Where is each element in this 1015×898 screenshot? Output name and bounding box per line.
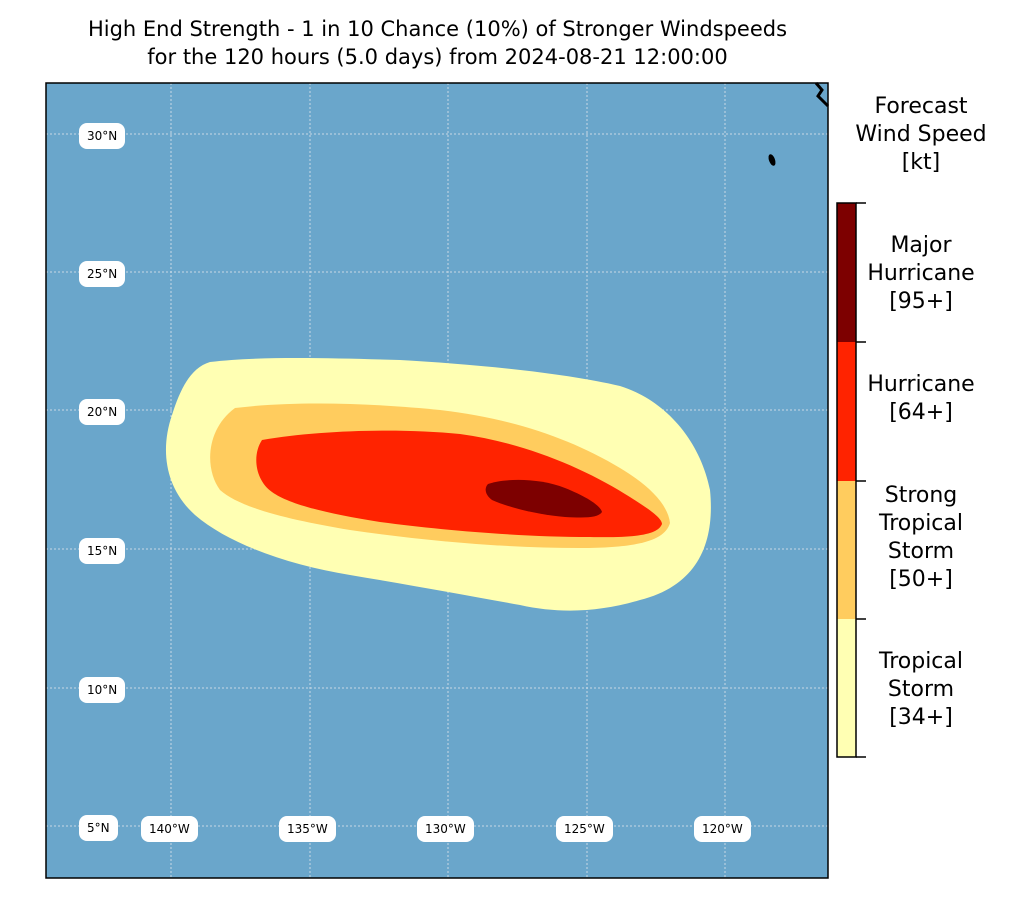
label-line: Major bbox=[890, 233, 952, 258]
label-line: Strong bbox=[884, 483, 958, 508]
colorbar-title: Forecast Wind Speed [kt] bbox=[836, 93, 1006, 177]
colorbar-frame bbox=[836, 202, 857, 758]
lat-label-20n: 20°N bbox=[80, 400, 125, 424]
lon-label-135w: 135°W bbox=[280, 817, 335, 841]
label-line: [34+] bbox=[889, 705, 953, 730]
lon-label-120w: 120°W bbox=[695, 817, 750, 841]
lon-label-130w: 130°W bbox=[418, 817, 473, 841]
colorbar-strong-tropical-storm-swatch bbox=[837, 481, 856, 619]
label-line: Hurricane bbox=[867, 261, 975, 286]
colorbar bbox=[836, 202, 866, 758]
label-line: Storm bbox=[887, 677, 955, 702]
colorbar-label-strong-tropical-storm: Strong Tropical Storm [50+] bbox=[836, 482, 1006, 594]
label-line: Tropical bbox=[879, 511, 963, 536]
colorbar-title-line: Wind Speed bbox=[855, 122, 987, 147]
label-line: Storm bbox=[887, 539, 955, 564]
colorbar-title-line: [kt] bbox=[901, 150, 941, 175]
lon-label-125w: 125°W bbox=[557, 817, 612, 841]
label-line: Tropical bbox=[879, 649, 963, 674]
colorbar-title-line: Forecast bbox=[874, 94, 968, 119]
map-frame bbox=[45, 82, 829, 879]
label-line: Hurricane bbox=[867, 372, 975, 397]
colorbar-tropical-storm-swatch bbox=[837, 619, 856, 757]
island bbox=[768, 154, 776, 166]
coastline bbox=[814, 82, 830, 108]
map-title-line2: for the 120 hours (5.0 days) from 2024-0… bbox=[147, 45, 728, 69]
map-title-line1: High End Strength - 1 in 10 Chance (10%)… bbox=[87, 17, 788, 41]
colorbar-label-major-hurricane: Major Hurricane [95+] bbox=[836, 232, 1006, 316]
colorbar-hurricane-swatch bbox=[837, 342, 856, 481]
lat-label-5n: 5°N bbox=[80, 816, 117, 840]
label-line: [95+] bbox=[889, 289, 953, 314]
colorbar-label-hurricane: Hurricane [64+] bbox=[836, 371, 1006, 427]
lat-label-25n: 25°N bbox=[80, 262, 125, 286]
colorbar-label-tropical-storm: Tropical Storm [34+] bbox=[836, 648, 1006, 732]
major-hurricane-zone bbox=[485, 479, 602, 518]
label-line: [64+] bbox=[889, 400, 953, 425]
lat-label-15n: 15°N bbox=[80, 539, 125, 563]
lat-label-30n: 30°N bbox=[80, 124, 125, 148]
colorbar-major-hurricane-swatch bbox=[837, 203, 856, 342]
lat-label-10n: 10°N bbox=[80, 678, 125, 702]
label-line: [50+] bbox=[889, 567, 953, 592]
lon-label-140w: 140°W bbox=[142, 817, 197, 841]
